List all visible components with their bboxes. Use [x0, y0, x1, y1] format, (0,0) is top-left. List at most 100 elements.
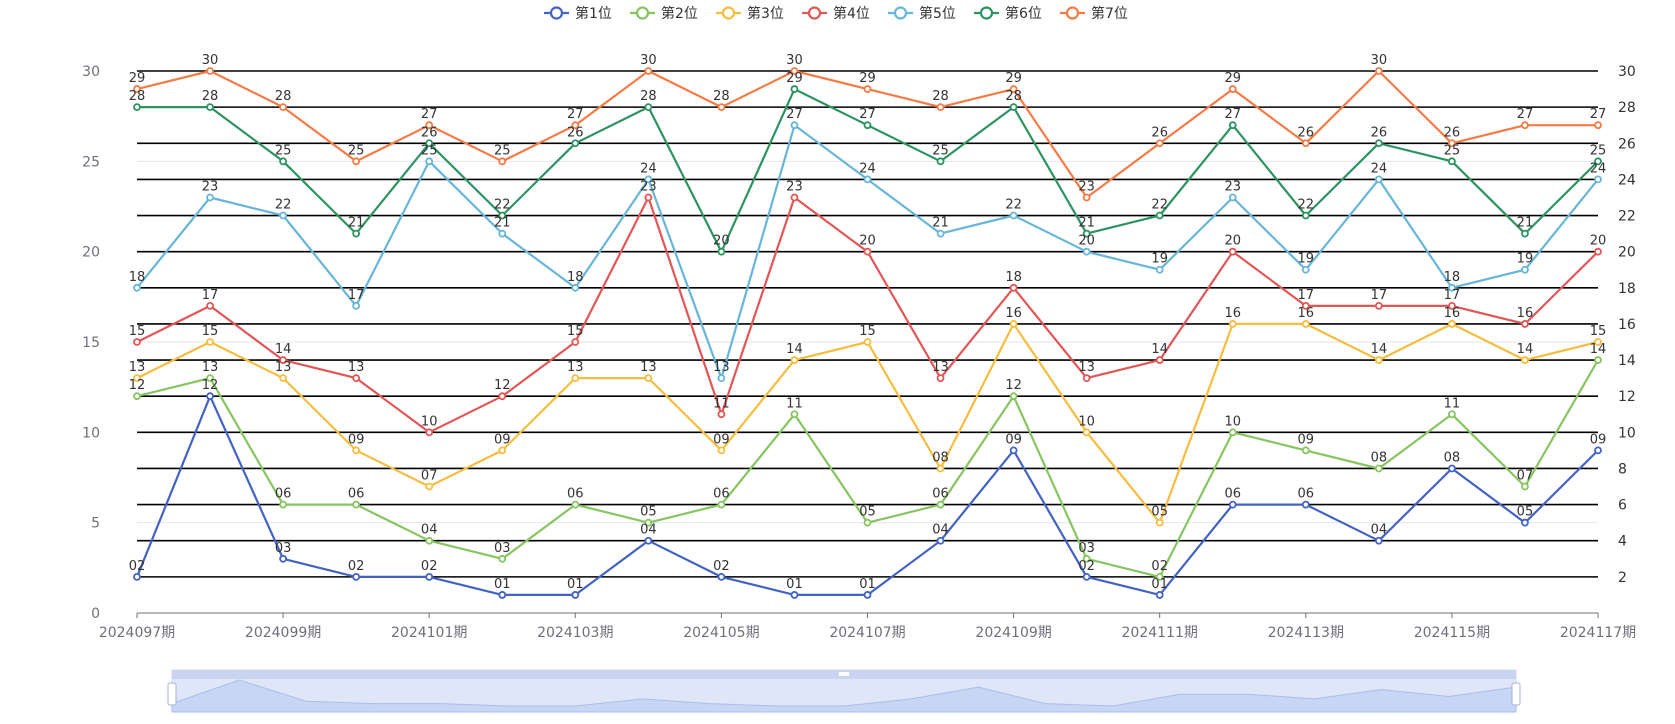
legend-item-2[interactable]: 第2位	[630, 5, 698, 22]
data-label: 24	[1590, 161, 1607, 176]
data-point	[1448, 139, 1456, 148]
data-point	[1228, 320, 1237, 328]
data-point	[644, 518, 653, 527]
data-point	[206, 374, 214, 383]
data-label: 19	[1517, 252, 1534, 267]
data-label: 05	[1517, 505, 1534, 520]
data-label: 22	[494, 198, 511, 213]
data-point	[863, 85, 872, 93]
data-label: 01	[859, 577, 876, 592]
legend-item-1[interactable]: 第1位	[544, 5, 612, 22]
data-point	[1228, 428, 1237, 437]
data-point	[1521, 265, 1529, 274]
data-point	[1082, 572, 1091, 581]
y-right-tick-label: 12	[1618, 389, 1636, 405]
data-point	[1594, 446, 1602, 455]
datazoom-handle-right[interactable]	[1511, 682, 1521, 706]
data-point	[352, 229, 361, 238]
data-point	[352, 301, 361, 310]
legend-label: 第2位	[661, 5, 698, 22]
data-label: 12	[202, 378, 219, 393]
data-label: 17	[348, 288, 365, 303]
data-label: 30	[640, 53, 657, 68]
data-label: 28	[1005, 89, 1022, 104]
data-label: 18	[567, 270, 584, 285]
data-label: 13	[275, 360, 292, 375]
data-point	[1082, 554, 1091, 563]
data-label: 24	[640, 161, 657, 176]
data-point	[571, 374, 580, 383]
data-point	[1082, 193, 1091, 202]
data-label: 22	[1298, 198, 1315, 213]
datazoom-move-grip[interactable]	[839, 672, 849, 676]
data-point	[717, 572, 726, 581]
data-point	[1301, 320, 1310, 328]
data-point	[352, 446, 361, 455]
data-point	[206, 392, 214, 401]
data-label: 16	[1224, 306, 1241, 321]
data-label: 02	[348, 559, 365, 574]
data-point	[279, 374, 288, 383]
data-label: 29	[786, 71, 803, 86]
data-label: 08	[1444, 450, 1461, 465]
data-point	[498, 591, 507, 599]
data-label: 18	[1005, 270, 1022, 285]
data-label: 26	[421, 125, 438, 140]
x-tick-label: 2024115期	[1414, 625, 1490, 641]
y-left-tick-label: 10	[82, 425, 100, 441]
data-point	[279, 211, 288, 220]
data-label: 18	[1444, 270, 1461, 285]
data-label: 02	[421, 559, 438, 574]
data-point	[790, 410, 799, 419]
x-tick-label: 2024107期	[829, 625, 905, 641]
data-point	[1155, 356, 1164, 364]
data-label: 28	[275, 89, 292, 104]
data-label: 12	[494, 378, 511, 393]
data-point	[1448, 320, 1456, 328]
data-point	[936, 464, 945, 473]
data-point	[1301, 211, 1310, 220]
data-point	[1374, 67, 1383, 75]
legend-item-7[interactable]: 第7位	[1060, 5, 1128, 22]
data-point	[1301, 500, 1310, 509]
data-label: 27	[1590, 107, 1607, 122]
data-point	[1374, 536, 1383, 545]
data-point	[644, 67, 653, 75]
data-point	[425, 157, 434, 166]
data-point	[352, 374, 361, 383]
x-tick-label: 2024101期	[391, 625, 467, 641]
legend-label: 第3位	[747, 5, 784, 22]
y-right-tick-label: 10	[1618, 425, 1636, 441]
data-point	[644, 193, 653, 202]
legend-item-5[interactable]: 第5位	[888, 5, 956, 22]
data-label: 07	[421, 469, 438, 484]
x-tick-label: 2024117期	[1560, 625, 1636, 641]
data-label: 19	[1298, 252, 1315, 267]
data-point	[1521, 482, 1529, 491]
data-point	[1009, 392, 1018, 401]
legend-item-4[interactable]: 第4位	[802, 5, 870, 22]
data-label: 25	[932, 143, 949, 158]
data-point	[1594, 338, 1602, 346]
data-label: 30	[786, 53, 803, 68]
x-tick-label: 2024111期	[1122, 625, 1198, 641]
data-point	[1448, 301, 1456, 310]
data-point	[571, 591, 580, 599]
data-label: 25	[275, 143, 292, 158]
data-point	[571, 338, 580, 346]
legend[interactable]: 第1位 第2位 第3位 第4位 第5位 第6位 第7位	[544, 5, 1128, 22]
x-tick-label: 2024097期	[99, 625, 175, 641]
data-point	[1155, 591, 1164, 599]
datazoom-handle-left[interactable]	[167, 682, 177, 706]
legend-item-3[interactable]: 第3位	[716, 5, 784, 22]
data-point	[206, 301, 214, 310]
data-point	[863, 518, 872, 527]
data-point	[717, 446, 726, 455]
data-point	[644, 103, 653, 112]
legend-item-6[interactable]: 第6位	[974, 5, 1042, 22]
data-label: 20	[1224, 234, 1241, 249]
y-right-tick-label: 20	[1618, 245, 1636, 261]
data-label: 09	[713, 432, 730, 447]
datazoom-slider[interactable]	[167, 669, 1521, 713]
